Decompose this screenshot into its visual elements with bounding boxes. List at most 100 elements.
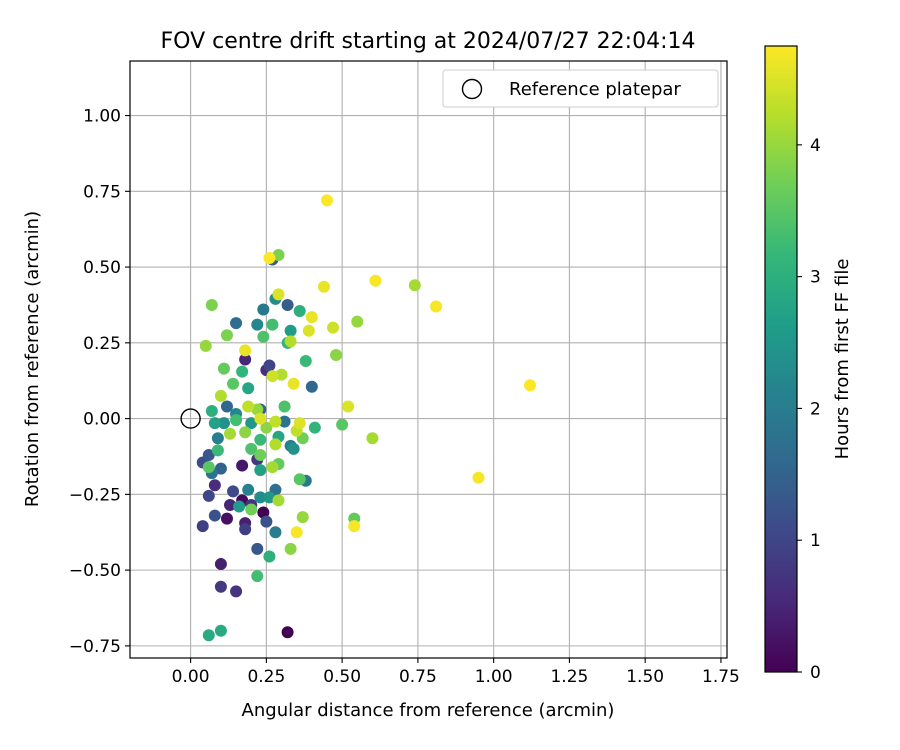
data-point (275, 368, 288, 381)
x-tick-label: 1.50 (626, 667, 664, 687)
data-point (305, 311, 318, 324)
data-point (230, 414, 243, 427)
x-tick-label: 0.25 (247, 667, 285, 687)
y-tick-label: 1.00 (83, 107, 121, 127)
data-point (293, 305, 306, 318)
data-point (260, 421, 273, 434)
data-point (351, 315, 364, 328)
data-point (214, 580, 227, 593)
y-tick-label: −0.75 (69, 637, 121, 657)
y-tick-label: 0.25 (83, 334, 121, 354)
data-point (242, 382, 255, 395)
data-point (202, 489, 215, 502)
data-point (227, 377, 240, 390)
grid-lines (130, 61, 727, 658)
y-axis-ticks: −0.75 −0.50 −0.25 0.00 0.25 0.50 0.75 1.00 (69, 107, 130, 657)
reference-marker (180, 408, 201, 429)
data-point (236, 459, 249, 472)
data-point (342, 400, 355, 413)
y-axis-label: Rotation from reference (arcmin) (22, 211, 43, 507)
scatter-points (196, 194, 537, 642)
data-point (366, 432, 379, 445)
data-point (208, 417, 221, 430)
data-point (211, 444, 224, 457)
data-point (281, 626, 294, 639)
legend: Reference platepar (442, 69, 719, 108)
data-point (217, 362, 230, 375)
data-point (269, 438, 282, 451)
data-point (202, 448, 215, 461)
data-point (293, 417, 306, 430)
reference-platepar-point (180, 408, 201, 429)
data-point (284, 324, 297, 337)
data-point (220, 512, 233, 525)
data-point (214, 624, 227, 637)
data-point (290, 526, 303, 539)
data-point (281, 298, 294, 311)
data-point (251, 570, 264, 583)
colorbar-tick-label: 3 (810, 268, 821, 288)
data-point (239, 353, 252, 366)
x-tick-label: 0.00 (172, 667, 210, 687)
legend-marker-reference (461, 78, 483, 100)
colorbar: 0 1 2 3 4 Hours from first FF file (764, 45, 853, 683)
data-point (287, 442, 300, 455)
y-tick-label: −0.50 (69, 561, 121, 581)
data-point (269, 526, 282, 539)
data-point (217, 417, 230, 430)
data-point (230, 585, 243, 598)
data-point (214, 558, 227, 571)
data-point (272, 494, 285, 507)
data-point (257, 330, 270, 343)
data-point (245, 442, 258, 455)
data-point (224, 498, 237, 511)
data-point (220, 329, 233, 342)
data-point (251, 542, 264, 555)
colorbar-gradient (764, 45, 798, 673)
data-point (327, 321, 340, 334)
y-tick-label: 0.50 (83, 258, 121, 278)
x-tick-label: 1.75 (702, 667, 740, 687)
data-point (239, 426, 252, 439)
plot-area: 0.00 0.25 0.50 0.75 1.00 1.25 1.50 1.75 −0.75−0… (69, 60, 740, 687)
data-point (293, 473, 306, 486)
data-point (230, 317, 243, 330)
data-point (205, 405, 218, 418)
data-point (254, 448, 267, 461)
data-point (236, 365, 249, 378)
data-point (272, 288, 285, 301)
data-point (266, 461, 279, 474)
data-point (369, 274, 382, 287)
data-point (305, 380, 318, 393)
x-tick-label: 0.75 (399, 667, 437, 687)
data-point (260, 515, 273, 528)
data-point (296, 511, 309, 524)
data-point (224, 427, 237, 440)
data-point (205, 298, 218, 311)
data-point (251, 318, 264, 331)
data-point (239, 344, 252, 357)
chart-title: FOV centre drift starting at 2024/07/27 … (161, 29, 696, 54)
colorbar-ticks: 0 1 2 3 4 (797, 136, 821, 683)
data-point (330, 348, 343, 361)
data-point (214, 389, 227, 402)
data-point (266, 370, 279, 383)
data-point (202, 461, 215, 474)
data-point (278, 415, 291, 428)
data-point (408, 279, 421, 292)
data-point (287, 377, 300, 390)
data-point (233, 500, 246, 513)
data-point (254, 412, 267, 425)
plot-frame (129, 60, 728, 659)
data-point (202, 629, 215, 642)
data-point (284, 542, 297, 555)
x-tick-label: 0.50 (323, 667, 361, 687)
data-point (242, 400, 255, 413)
data-point (254, 464, 267, 477)
data-point (284, 335, 297, 348)
data-point (524, 379, 537, 392)
x-tick-label: 1.00 (475, 667, 513, 687)
data-point (348, 520, 361, 533)
data-point (278, 400, 291, 413)
data-point (220, 400, 233, 413)
